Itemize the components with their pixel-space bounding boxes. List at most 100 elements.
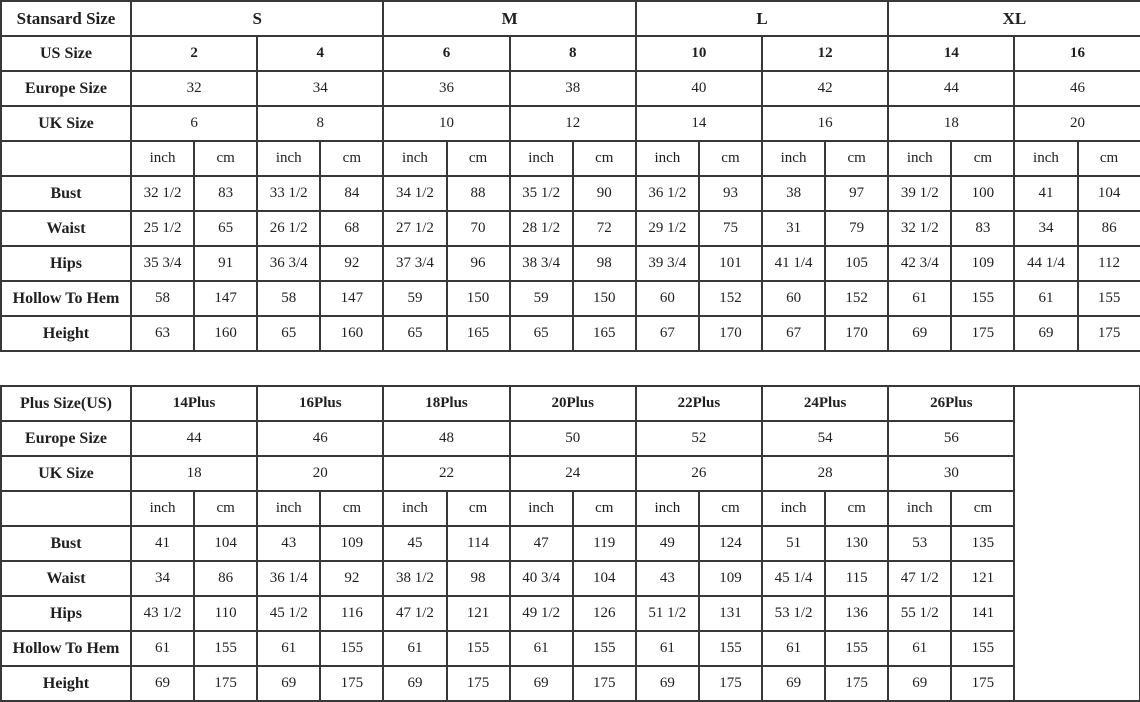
table-cell: 98	[445, 560, 511, 597]
table-cell: 150	[445, 280, 511, 317]
table-cell: 28 1/2	[508, 210, 574, 247]
table-cell: 61	[508, 630, 574, 667]
row-label: US Size	[0, 35, 132, 72]
table-cell: 65	[256, 315, 322, 352]
table-cell: inch	[887, 490, 953, 527]
table-cell: 45 1/4	[761, 560, 827, 597]
table-cell: 25 1/2	[129, 210, 196, 247]
table-cell: 104	[193, 525, 259, 562]
table-cell: 31	[761, 210, 827, 247]
table-cell: 109	[950, 245, 1016, 282]
table-row: Hollow To Hem 61 155 61 155 61 155 61 155 61 155 61…	[0, 630, 1140, 667]
table-cell: 16Plus	[256, 385, 385, 422]
table-cell: 119	[571, 525, 637, 562]
table-cell: 38 1/2	[382, 560, 448, 597]
table-cell: 160	[193, 315, 259, 352]
row-label: Hollow To Hem	[0, 630, 132, 667]
table-cell: 41	[1013, 175, 1079, 212]
table-cell: 44 1/4	[1013, 245, 1079, 282]
table-row: UK Size 6 8 10 12 14 16 18 20	[0, 105, 1140, 142]
table-cell: 53	[887, 525, 953, 562]
table-cell: 36	[382, 70, 511, 107]
table-cell: 114	[445, 525, 511, 562]
table-cell: 46	[1013, 70, 1140, 107]
table-cell: 83	[950, 210, 1016, 247]
table-cell: 32	[129, 70, 259, 107]
table-cell: 32 1/2	[887, 210, 953, 247]
table-cell: 42	[761, 70, 890, 107]
table-cell: 155	[950, 630, 1016, 667]
row-label: Europe Size	[0, 420, 132, 457]
table-cell: 22Plus	[634, 385, 764, 422]
table-cell: 86	[1076, 210, 1140, 247]
table-cell: 88	[445, 175, 511, 212]
plus-size-chart-section: Plus Size(US) 14Plus 16Plus 18Plus 20Plus 22P…	[0, 385, 1140, 702]
table-cell: 86	[193, 560, 259, 597]
table-cell: 109	[697, 560, 764, 597]
row-label: Europe Size	[0, 70, 132, 107]
table-row: Hips 43 1/2 110 45 1/2 116 47 1/2 121 49 1/2 126…	[0, 595, 1140, 632]
table-cell: 155	[319, 630, 385, 667]
table-cell: 75	[697, 210, 764, 247]
table-cell: 8	[508, 35, 637, 72]
table-cell: cm	[1076, 140, 1140, 177]
table-cell: 175	[193, 665, 259, 702]
table-cell: 136	[824, 595, 890, 632]
table-cell: cm	[319, 490, 385, 527]
table-cell: 36 3/4	[256, 245, 322, 282]
table-cell: 104	[571, 560, 637, 597]
table-cell: inch	[634, 490, 700, 527]
table-cell: 34 1/2	[382, 175, 448, 212]
table-cell: 69	[256, 665, 322, 702]
table-cell: 65	[382, 315, 448, 352]
table-cell: 175	[445, 665, 511, 702]
table-cell: 175	[319, 665, 385, 702]
standard-size-chart-section: Stansard Size S M L XL US Size 2 4 6 8 10 12 14 16 Eur…	[0, 0, 1140, 352]
row-label: Hollow To Hem	[0, 280, 132, 317]
table-cell: 33 1/2	[256, 175, 322, 212]
table-cell: 155	[824, 630, 890, 667]
table-cell: 10	[634, 35, 764, 72]
table-cell: 12	[508, 105, 637, 142]
table-cell: inch	[761, 490, 827, 527]
table-cell: 155	[445, 630, 511, 667]
row-label: Height	[0, 315, 132, 352]
table-cell: 28	[761, 455, 890, 492]
table-cell: 72	[571, 210, 637, 247]
plus-size-chart-table: Plus Size(US) 14Plus 16Plus 18Plus 20Plus 22P…	[0, 385, 1140, 702]
table-cell: 69	[887, 315, 953, 352]
table-cell: 116	[319, 595, 385, 632]
table-cell: 45	[382, 525, 448, 562]
table-cell: 155	[697, 630, 764, 667]
table-cell: 51 1/2	[634, 595, 700, 632]
table-row: Stansard Size S M L XL	[0, 0, 1140, 37]
table-cell: 43 1/2	[129, 595, 196, 632]
table-cell: 18	[887, 105, 1016, 142]
table-cell: 20	[1013, 105, 1140, 142]
table-cell: 50	[508, 420, 637, 457]
row-label	[0, 490, 132, 527]
table-cell: inch	[382, 490, 448, 527]
table-row: Bust 32 1/2 83 33 1/2 84 34 1/2 88 35 1/2 90 36 1…	[0, 175, 1140, 212]
table-cell: 4	[256, 35, 385, 72]
table-cell: 8	[256, 105, 385, 142]
table-cell: 16	[761, 105, 890, 142]
table-cell: 14Plus	[129, 385, 259, 422]
table-cell: 18	[129, 455, 259, 492]
table-cell: 49 1/2	[508, 595, 574, 632]
table-cell: 170	[824, 315, 890, 352]
table-cell: 109	[319, 525, 385, 562]
table-row: inch cm inch cm inch cm inch cm inch cm inch cm inch…	[0, 490, 1140, 527]
table-cell: 55 1/2	[887, 595, 953, 632]
table-cell: 63	[129, 315, 196, 352]
table-row: Hips 35 3/4 91 36 3/4 92 37 3/4 96 38 3/4 98 39 3…	[0, 245, 1140, 282]
table-cell: 37 3/4	[382, 245, 448, 282]
table-cell: 14	[887, 35, 1016, 72]
table-cell: 24Plus	[761, 385, 890, 422]
table-cell: 35 1/2	[508, 175, 574, 212]
table-cell: cm	[571, 140, 637, 177]
table-cell: 22	[382, 455, 511, 492]
table-cell: inch	[256, 140, 322, 177]
table-cell: 34	[256, 70, 385, 107]
table-cell: 44	[887, 70, 1016, 107]
